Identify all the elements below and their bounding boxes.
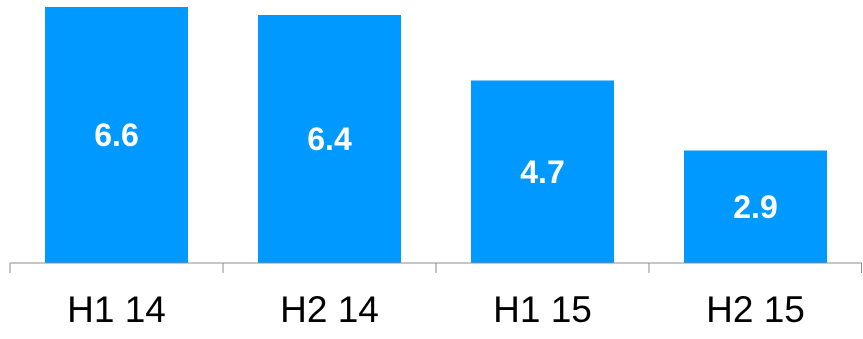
bar-h1-15 [471,80,614,264]
data-label: 6.6 [94,117,138,153]
data-label: 4.7 [520,154,564,190]
x-tick-label: H2 14 [280,289,379,330]
data-label: 6.4 [307,121,352,157]
bars-group: 6.6 6.4 4.7 2.9 [45,7,827,264]
x-tick-label: H1 14 [67,289,166,330]
x-tick-label: H2 15 [706,289,805,330]
x-tick-label: H1 15 [493,289,592,330]
bar-h1-14 [45,7,188,263]
bar-h2-15 [684,150,827,263]
x-axis: H1 14 H2 14 H1 15 H2 15 [9,262,863,330]
data-label: 2.9 [733,189,777,225]
bar-h2-14 [258,14,401,264]
